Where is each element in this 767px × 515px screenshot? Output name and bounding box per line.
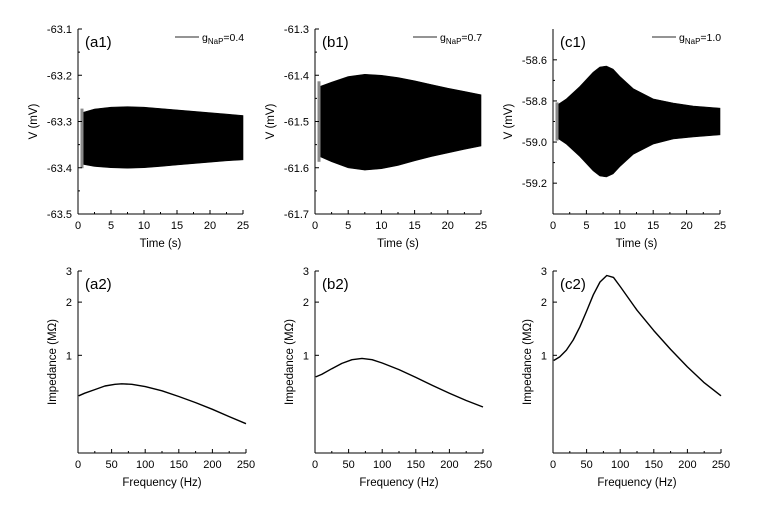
- onset-transient-a1: [80, 108, 84, 169]
- y-tick-label-c2: 1: [541, 350, 547, 362]
- x-tick-label-a1: 10: [138, 220, 150, 232]
- x-tick-label-c1: 15: [647, 220, 659, 232]
- panel-label-b1: (b1): [322, 34, 349, 51]
- y-axis-label-a2: Impedance (MΩ): [47, 319, 59, 405]
- x-tick-label-b2: 0: [312, 459, 318, 471]
- x-axis-label-a2: Frequency (Hz): [122, 477, 201, 489]
- x-tick-label-a1: 0: [75, 220, 81, 232]
- x-tick-label-b1: 0: [312, 220, 318, 232]
- y-tick-label-a2: 2: [66, 297, 72, 309]
- x-tick-label-b1: 25: [475, 220, 487, 232]
- y-axis-label-c1: V (mV): [503, 103, 515, 139]
- panel-c2: 0 50 100 150 200 250 1 2 3 Frequency (Hz) Impedanc…: [522, 266, 730, 489]
- y-tick-label-a1: -63.3: [47, 117, 72, 129]
- y-axis-label-a1: V (mV): [28, 103, 40, 139]
- y-tick-label-b1: -61.6: [284, 163, 309, 175]
- y-axis-label-b1: V (mV): [265, 103, 277, 139]
- impedance-curve-b2: [315, 357, 484, 408]
- y-tick-label-a1: -63.2: [47, 70, 72, 82]
- oscillation-envelope-c1: [556, 65, 721, 178]
- x-tick-label-a2: 250: [237, 459, 255, 471]
- oscillation-envelope-a1: [81, 106, 244, 169]
- x-tick-label-b2: 100: [373, 459, 391, 471]
- panel-b2: 0 50 100 150 200 250 1 2 3 Frequency (Hz) Impedanc…: [284, 266, 492, 489]
- y-tick-label-c1: -58.8: [522, 96, 547, 108]
- panel-a1: 0 5 10 15 20 25 -63.5 -63.4 -63.3 -63.2 -63.1 Time …: [28, 24, 249, 250]
- x-tick-label-b1: 15: [408, 220, 420, 232]
- x-tick-label-c1: 25: [714, 220, 726, 232]
- panel-label-a1: (a1): [85, 34, 112, 51]
- panel-label-c1: (c1): [560, 34, 586, 51]
- y-tick-label-c1: -59.0: [522, 137, 547, 149]
- y-tick-label-a2: 3: [66, 266, 72, 278]
- y-tick-label-b1: -61.5: [284, 117, 309, 129]
- x-tick-label-a2: 150: [170, 459, 188, 471]
- y-tick-label-b2: 3: [303, 266, 309, 278]
- x-tick-label-b2: 50: [342, 459, 354, 471]
- y-tick-label-c2: 2: [541, 297, 547, 309]
- x-tick-label-a1: 20: [204, 220, 216, 232]
- y-tick-label-b2: 1: [303, 350, 309, 362]
- x-axis-label-a1: Time (s): [140, 238, 182, 250]
- x-tick-label-c1: 5: [583, 220, 589, 232]
- x-axis-label-c2: Frequency (Hz): [597, 477, 676, 489]
- x-tick-label-c2: 200: [678, 459, 696, 471]
- x-tick-label-a2: 0: [75, 459, 81, 471]
- x-tick-label-c1: 20: [680, 220, 692, 232]
- panel-label-a2: (a2): [85, 276, 112, 293]
- legend-label-a1: gNaP=0.4: [202, 32, 244, 46]
- x-tick-label-a1: 25: [237, 220, 249, 232]
- x-tick-label-c2: 100: [611, 459, 629, 471]
- y-tick-label-b1: -61.3: [284, 24, 309, 36]
- y-tick-label-a1: -63.4: [47, 163, 72, 175]
- x-tick-label-c1: 0: [550, 220, 556, 232]
- y-tick-label-a1: -63.5: [47, 209, 72, 221]
- x-tick-label-c2: 250: [712, 459, 730, 471]
- x-tick-label-a1: 15: [171, 220, 183, 232]
- y-tick-label-c2: 3: [541, 266, 547, 278]
- x-tick-label-c2: 50: [580, 459, 592, 471]
- x-axis-label-b1: Time (s): [377, 238, 419, 250]
- panel-b1: 0 5 10 15 20 25 -61.7 -61.6 -61.5 -61.4 -61.3 Time …: [265, 24, 487, 250]
- panel-c1: 0 5 10 15 20 25 -59.2 -59.0 -58.8 -58.6 Time (s) V …: [503, 29, 726, 250]
- panel-label-b2: (b2): [322, 276, 349, 293]
- y-axis-label-c2: Impedance (MΩ): [522, 319, 534, 405]
- legend-label-c1: gNaP=1.0: [679, 32, 721, 46]
- impedance-curve-a2: [78, 383, 247, 425]
- y-tick-label-c1: -59.2: [522, 178, 547, 190]
- x-tick-label-b2: 150: [407, 459, 425, 471]
- onset-transient-c1: [555, 102, 559, 141]
- impedance-curve-c2: [553, 274, 722, 397]
- x-tick-label-b2: 200: [440, 459, 458, 471]
- x-tick-label-c1: 10: [614, 220, 626, 232]
- x-tick-label-b1: 20: [442, 220, 454, 232]
- panel-a2: 0 50 100 150 200 250 1 2 3 Frequency (Hz) Impedanc…: [47, 266, 255, 489]
- y-tick-label-b1: -61.4: [284, 70, 309, 82]
- x-tick-label-b1: 5: [345, 220, 351, 232]
- y-tick-label-c1: -58.6: [522, 55, 547, 67]
- x-tick-label-c2: 150: [645, 459, 663, 471]
- x-axis-label-c1: Time (s): [616, 238, 658, 250]
- y-tick-label-a1: -63.1: [47, 24, 72, 36]
- x-tick-label-a1: 5: [108, 220, 114, 232]
- x-tick-label-a2: 100: [136, 459, 154, 471]
- y-tick-label-b2: 2: [303, 297, 309, 309]
- panel-label-c2: (c2): [560, 276, 586, 293]
- x-axis-label-b2: Frequency (Hz): [359, 477, 438, 489]
- y-tick-label-a2: 1: [66, 350, 72, 362]
- y-tick-label-b1: -61.7: [284, 209, 309, 221]
- y-axis-label-b2: Impedance (MΩ): [284, 319, 296, 405]
- x-tick-label-a2: 200: [203, 459, 221, 471]
- x-tick-label-c2: 0: [550, 459, 556, 471]
- legend-label-b1: gNaP=0.7: [440, 32, 482, 46]
- x-tick-label-b2: 250: [474, 459, 492, 471]
- oscillation-envelope-b1: [318, 73, 482, 171]
- x-tick-label-a2: 50: [105, 459, 117, 471]
- x-tick-label-b1: 10: [375, 220, 387, 232]
